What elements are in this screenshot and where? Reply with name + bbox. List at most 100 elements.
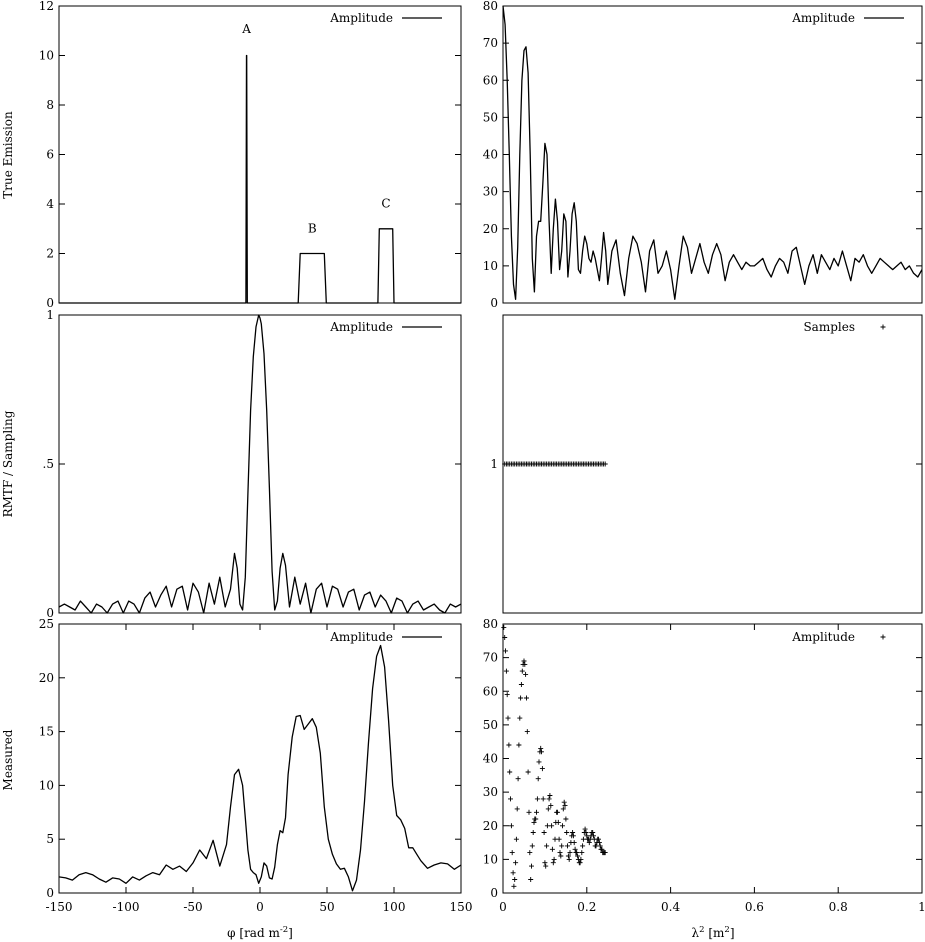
y-tick-label: 2 <box>46 247 54 261</box>
x-tick-label: 0.8 <box>829 900 848 914</box>
y-tick-label: 60 <box>483 684 498 698</box>
data-point <box>550 860 556 866</box>
data-point <box>519 668 525 674</box>
data-point <box>551 856 557 862</box>
data-point <box>529 843 535 849</box>
x-tick-label: 50 <box>319 900 334 914</box>
legend: Samples <box>803 320 886 334</box>
data-point <box>545 806 551 812</box>
y-tick-label: 1 <box>490 457 498 471</box>
data-point <box>529 863 534 869</box>
data-point <box>557 850 563 856</box>
y-tick-label: 10 <box>483 852 498 866</box>
panel-true-spectrum: 0 10 20 30 40 50 60 70 80 Amplitude <box>483 0 923 310</box>
legend: Amplitude <box>329 11 442 25</box>
data-point <box>503 648 508 654</box>
data-point <box>540 796 546 802</box>
data-point <box>524 695 529 701</box>
data-point <box>570 830 576 835</box>
data-point <box>586 840 592 846</box>
x-tick-label: 100 <box>383 900 406 914</box>
data-point <box>584 833 590 839</box>
data-point <box>564 830 570 835</box>
y-tick-label: 1 <box>46 308 54 322</box>
data-point <box>517 715 523 721</box>
data-point <box>541 830 547 835</box>
y-tick-label: 50 <box>483 718 498 732</box>
data-point <box>544 843 550 849</box>
data-point <box>560 806 566 812</box>
data-point <box>539 766 545 772</box>
data-point <box>558 853 564 859</box>
legend-plus-swatch <box>880 634 886 640</box>
data-point <box>504 692 510 698</box>
x-axis-label-lambda2: λ2 [m2] <box>691 925 734 940</box>
x-tick-label: -100 <box>113 900 140 914</box>
panel-measured: 0 5 10 15 20 25 -150 -100 -50 0 50 100 150 Amplitude… <box>1 617 472 914</box>
data-point <box>596 836 601 842</box>
data-point <box>567 850 573 856</box>
data-point <box>570 833 576 839</box>
data-point <box>572 846 578 852</box>
panel-measured-spectrum: 0 10 20 30 40 50 60 70 80 0 0.2 0.4 0.6 0.8 1 Amplitud… <box>483 617 925 914</box>
y-tick-label: 10 <box>39 778 54 792</box>
legend: Amplitude <box>791 11 904 25</box>
data-point <box>590 830 596 835</box>
plot-frame <box>58 623 462 894</box>
data-point <box>505 715 511 721</box>
y-tick-label: 40 <box>483 752 498 766</box>
legend-label: Amplitude <box>329 630 393 644</box>
data-point <box>582 826 588 832</box>
y-tick-label: .5 <box>43 457 54 471</box>
data-point <box>534 796 540 802</box>
data-point <box>524 729 530 735</box>
legend-label: Amplitude <box>791 630 855 644</box>
data-point <box>501 624 507 630</box>
data-point <box>509 850 515 856</box>
y-tick-label: 8 <box>46 98 54 112</box>
legend: Amplitude <box>329 630 442 644</box>
data-point <box>559 843 565 849</box>
data-point <box>574 850 580 856</box>
legend: Amplitude <box>329 320 442 334</box>
data-point <box>533 816 539 822</box>
series-line <box>59 54 461 304</box>
data-point <box>528 877 534 882</box>
data-point <box>563 816 569 822</box>
data-point <box>560 823 565 829</box>
data-point <box>507 769 513 775</box>
peak-annotation: C <box>381 197 390 211</box>
y-axis-label: True Emission <box>1 111 15 199</box>
y-tick-label: 30 <box>483 785 498 799</box>
y-tick-label: 5 <box>46 832 54 846</box>
y-tick-label: 60 <box>483 73 498 87</box>
x-tick-label: 1 <box>918 900 925 914</box>
data-point <box>597 843 603 849</box>
y-tick-label: 0 <box>46 886 54 900</box>
data-point <box>538 745 544 751</box>
data-point <box>543 863 549 869</box>
plot-frame <box>58 5 462 304</box>
data-point <box>583 830 589 835</box>
data-point <box>548 803 554 809</box>
y-tick-label: 10 <box>39 49 54 63</box>
y-tick-label: 0 <box>46 296 54 310</box>
y-tick-label: 80 <box>483 0 498 13</box>
legend-plus-swatch <box>880 324 886 330</box>
y-tick-label: 50 <box>483 110 498 124</box>
plot-frame <box>502 623 923 894</box>
data-point <box>510 870 516 876</box>
data-point <box>534 809 539 815</box>
data-point <box>542 860 548 866</box>
data-point <box>508 796 513 802</box>
data-point <box>593 843 599 849</box>
data-point <box>549 846 555 852</box>
x-tick-label: 150 <box>450 900 473 914</box>
data-point <box>514 806 520 812</box>
peak-annotation: A <box>241 22 251 36</box>
x-tick-label: 0.4 <box>661 900 680 914</box>
data-point <box>527 850 533 856</box>
y-tick-label: 20 <box>483 222 498 236</box>
legend-label: Samples <box>803 320 855 334</box>
data-point <box>579 850 585 856</box>
